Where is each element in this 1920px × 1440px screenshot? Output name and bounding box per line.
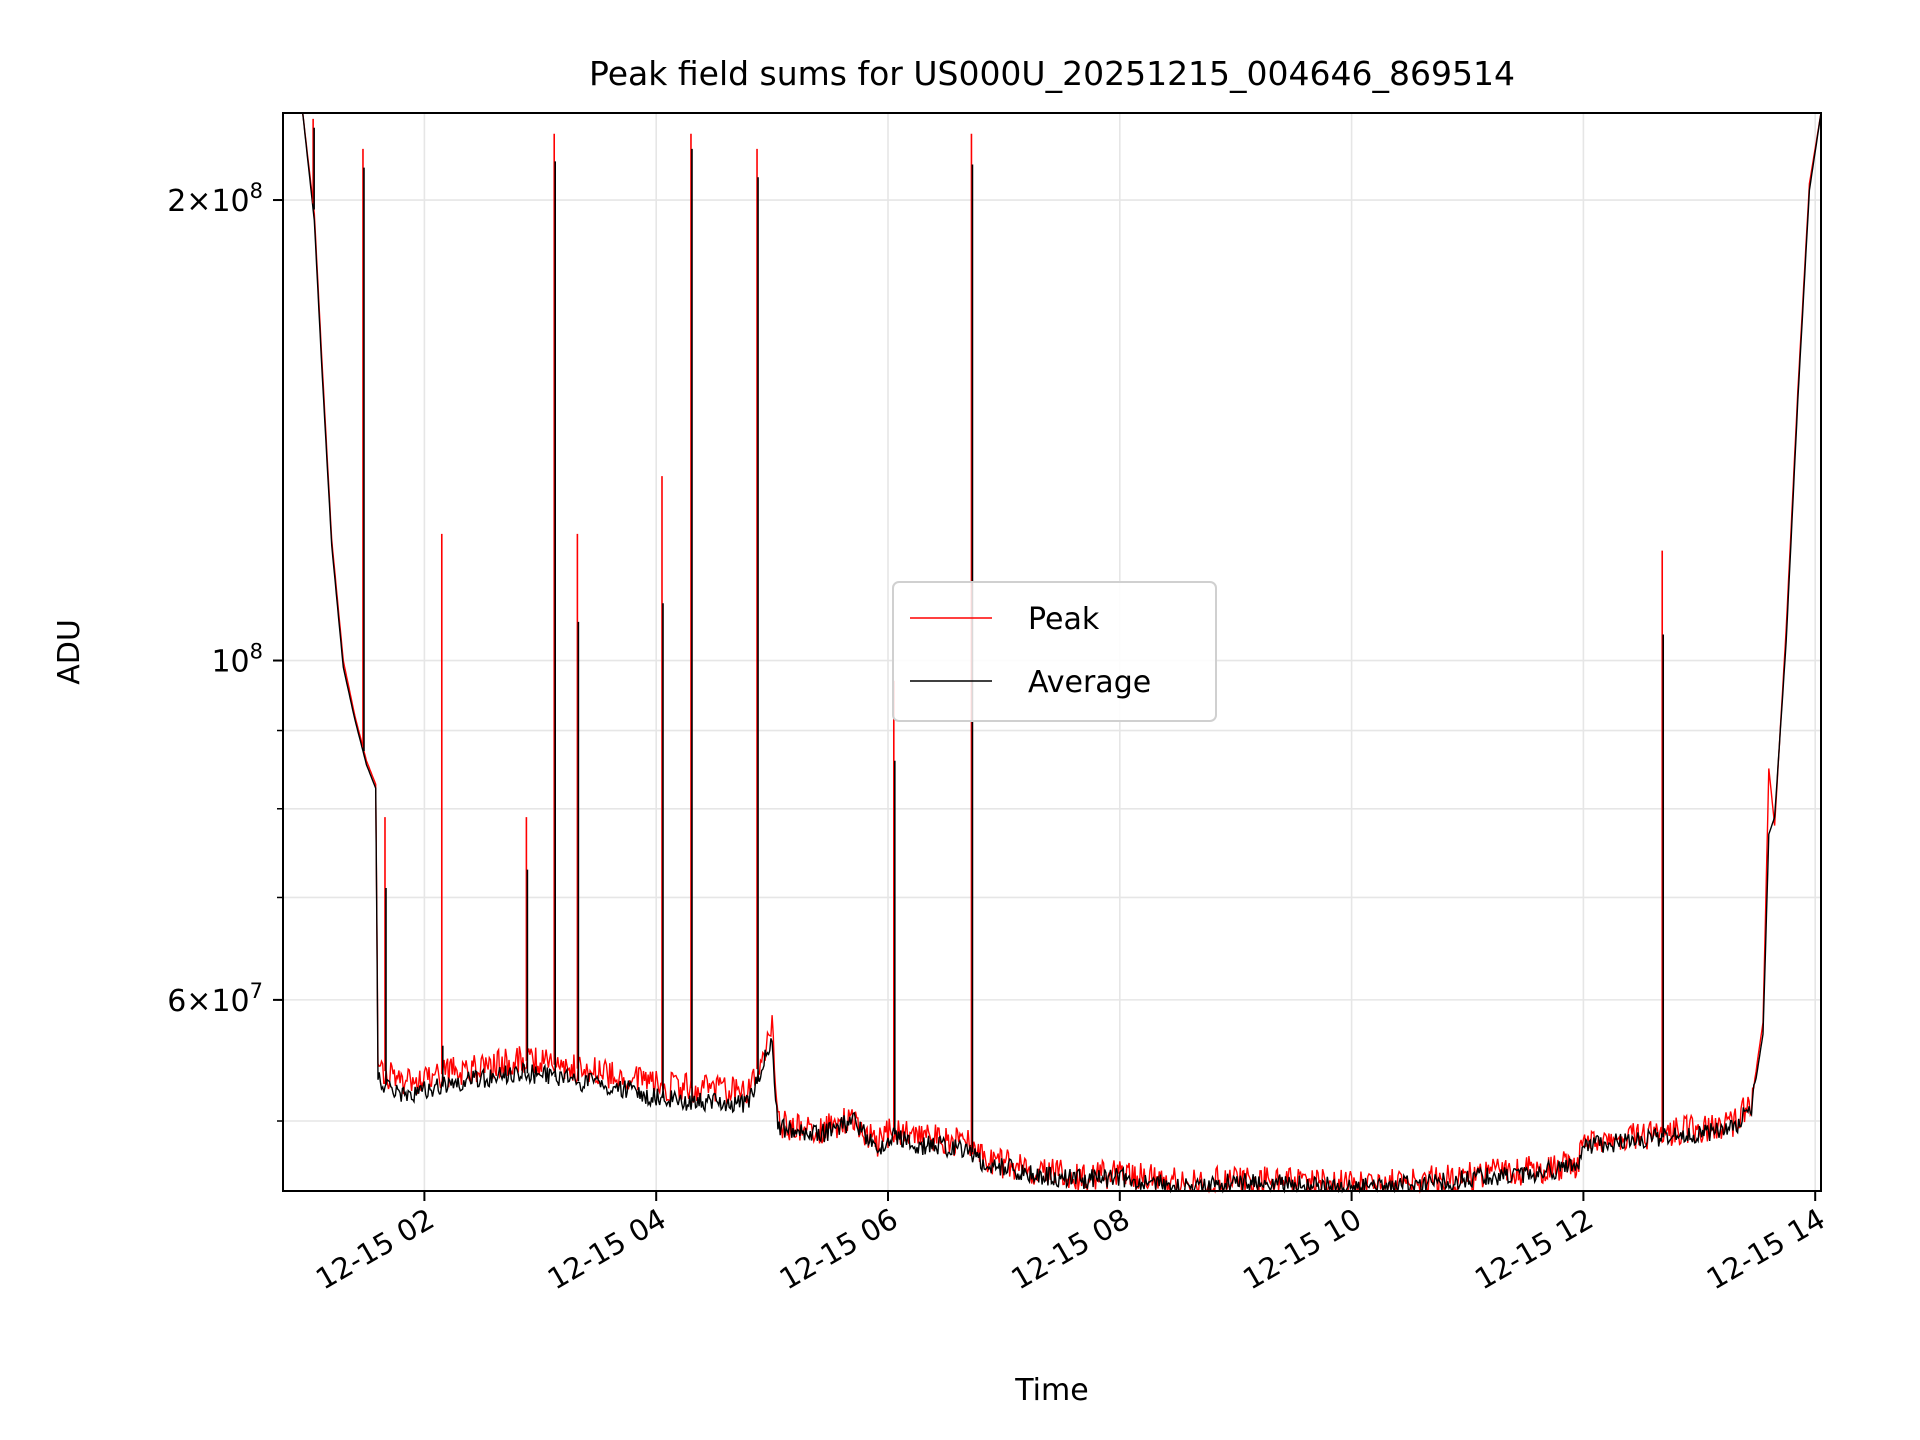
x-tick-label-0: 12-15 02 [310,1202,440,1297]
y-tick-label-0: 6×107 [167,979,263,1019]
series-line-peak [283,112,1822,1194]
x-tick-label-6: 12-15 14 [1701,1202,1831,1297]
x-tick-label-5: 12-15 12 [1469,1202,1599,1297]
series-layer [283,112,1822,1194]
series-line-average [283,112,1822,1194]
chart-title: Peak field sums for US000U_20251215_0046… [589,54,1515,93]
legend-label-average: Average [1028,665,1151,700]
x-tick-labels: 12-15 02 12-15 04 12-15 06 12-15 08 12-15 10… [310,1191,1831,1296]
legend-label-peak: Peak [1028,602,1100,637]
x-axis-label: Time [1014,1373,1088,1408]
x-tick-label-4: 12-15 10 [1237,1202,1367,1297]
y-tick-labels: 6×107 108 2×108 [167,179,283,1122]
x-tick-label-3: 12-15 08 [1005,1202,1135,1297]
y-tick-label-1: 108 [211,640,263,680]
axes-frame [282,112,1822,1192]
legend: Peak Average [892,581,1217,722]
y-axis-label: ADU [52,619,87,685]
x-tick-label-1: 12-15 04 [542,1202,672,1297]
legend-box [892,581,1217,722]
y-tick-label-2: 2×108 [167,179,263,219]
x-tick-label-2: 12-15 06 [774,1202,904,1297]
